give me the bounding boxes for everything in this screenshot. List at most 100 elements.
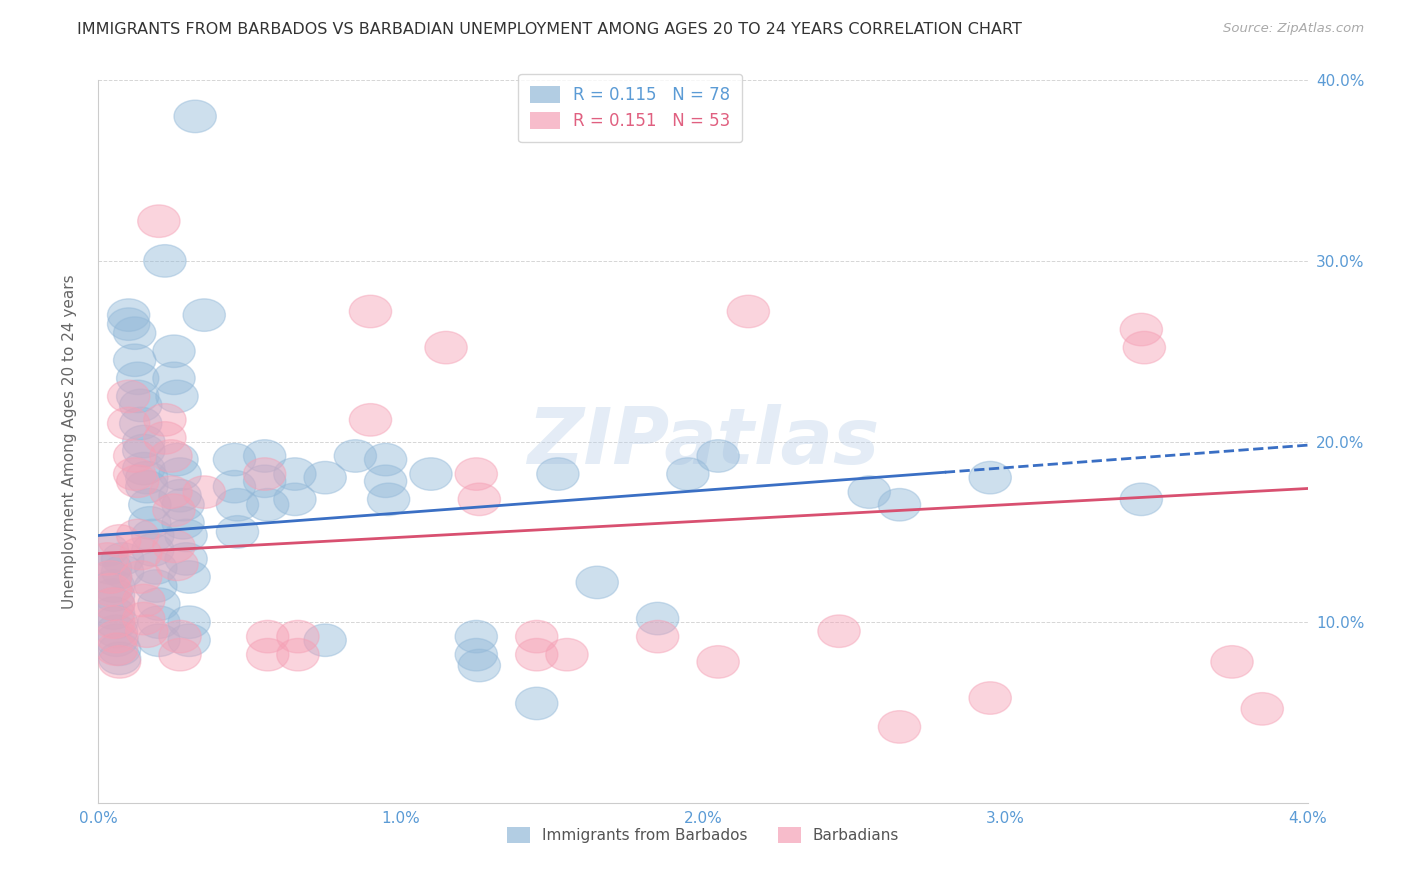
Ellipse shape [1121,483,1163,516]
Ellipse shape [114,344,156,376]
Ellipse shape [367,483,409,516]
Ellipse shape [125,615,167,648]
Ellipse shape [90,561,132,593]
Ellipse shape [153,335,195,368]
Ellipse shape [98,642,141,674]
Ellipse shape [122,602,165,635]
Text: IMMIGRANTS FROM BARBADOS VS BARBADIAN UNEMPLOYMENT AMONG AGES 20 TO 24 YEARS COR: IMMIGRANTS FROM BARBADOS VS BARBADIAN UN… [77,22,1022,37]
Ellipse shape [727,295,769,327]
Ellipse shape [167,561,211,593]
Ellipse shape [1211,646,1253,678]
Ellipse shape [1241,692,1284,725]
Ellipse shape [364,465,406,498]
Ellipse shape [96,606,138,639]
Ellipse shape [159,480,201,512]
Ellipse shape [167,606,211,639]
Ellipse shape [456,458,498,491]
Legend: Immigrants from Barbados, Barbadians: Immigrants from Barbados, Barbadians [501,822,905,849]
Ellipse shape [409,458,453,491]
Ellipse shape [107,380,150,413]
Ellipse shape [274,483,316,516]
Ellipse shape [879,489,921,521]
Ellipse shape [101,556,143,588]
Ellipse shape [132,519,174,552]
Ellipse shape [349,295,392,327]
Ellipse shape [125,470,167,503]
Ellipse shape [818,615,860,648]
Ellipse shape [117,362,159,394]
Ellipse shape [96,624,138,657]
Ellipse shape [217,516,259,548]
Ellipse shape [96,633,138,665]
Ellipse shape [122,434,165,467]
Ellipse shape [969,461,1011,494]
Ellipse shape [214,470,256,503]
Ellipse shape [243,440,285,472]
Ellipse shape [120,408,162,440]
Ellipse shape [969,681,1011,714]
Ellipse shape [159,639,201,671]
Ellipse shape [98,524,141,558]
Ellipse shape [96,620,138,653]
Ellipse shape [143,244,186,277]
Ellipse shape [122,452,165,485]
Ellipse shape [150,440,193,472]
Ellipse shape [138,606,180,639]
Ellipse shape [637,602,679,635]
Ellipse shape [274,458,316,491]
Ellipse shape [217,489,259,521]
Ellipse shape [304,461,346,494]
Ellipse shape [153,362,195,394]
Ellipse shape [135,552,177,584]
Ellipse shape [349,403,392,436]
Ellipse shape [458,649,501,681]
Ellipse shape [576,566,619,599]
Ellipse shape [537,458,579,491]
Ellipse shape [122,425,165,458]
Ellipse shape [214,443,256,475]
Ellipse shape [697,440,740,472]
Ellipse shape [120,537,162,570]
Ellipse shape [98,633,141,665]
Ellipse shape [879,711,921,743]
Ellipse shape [183,475,225,508]
Ellipse shape [697,646,740,678]
Ellipse shape [335,440,377,472]
Ellipse shape [114,317,156,350]
Ellipse shape [159,458,201,491]
Y-axis label: Unemployment Among Ages 20 to 24 years: Unemployment Among Ages 20 to 24 years [62,274,77,609]
Ellipse shape [1123,331,1166,364]
Ellipse shape [143,422,186,454]
Ellipse shape [93,579,135,611]
Ellipse shape [666,458,709,491]
Ellipse shape [156,548,198,581]
Ellipse shape [90,574,132,606]
Ellipse shape [456,620,498,653]
Ellipse shape [86,533,129,566]
Ellipse shape [425,331,467,364]
Ellipse shape [1121,313,1163,346]
Ellipse shape [86,542,129,575]
Ellipse shape [117,380,159,413]
Ellipse shape [90,561,132,593]
Ellipse shape [122,584,165,616]
Ellipse shape [165,519,207,552]
Text: ZIPatlas: ZIPatlas [527,403,879,480]
Ellipse shape [153,530,195,563]
Ellipse shape [246,489,288,521]
Ellipse shape [516,620,558,653]
Ellipse shape [516,687,558,720]
Ellipse shape [93,588,135,620]
Ellipse shape [138,205,180,237]
Ellipse shape [848,475,890,508]
Ellipse shape [516,639,558,671]
Ellipse shape [456,639,498,671]
Ellipse shape [162,507,204,539]
Ellipse shape [132,533,174,566]
Ellipse shape [183,299,225,331]
Ellipse shape [93,606,135,639]
Ellipse shape [117,519,159,552]
Ellipse shape [246,620,288,653]
Ellipse shape [156,443,198,475]
Ellipse shape [129,489,172,521]
